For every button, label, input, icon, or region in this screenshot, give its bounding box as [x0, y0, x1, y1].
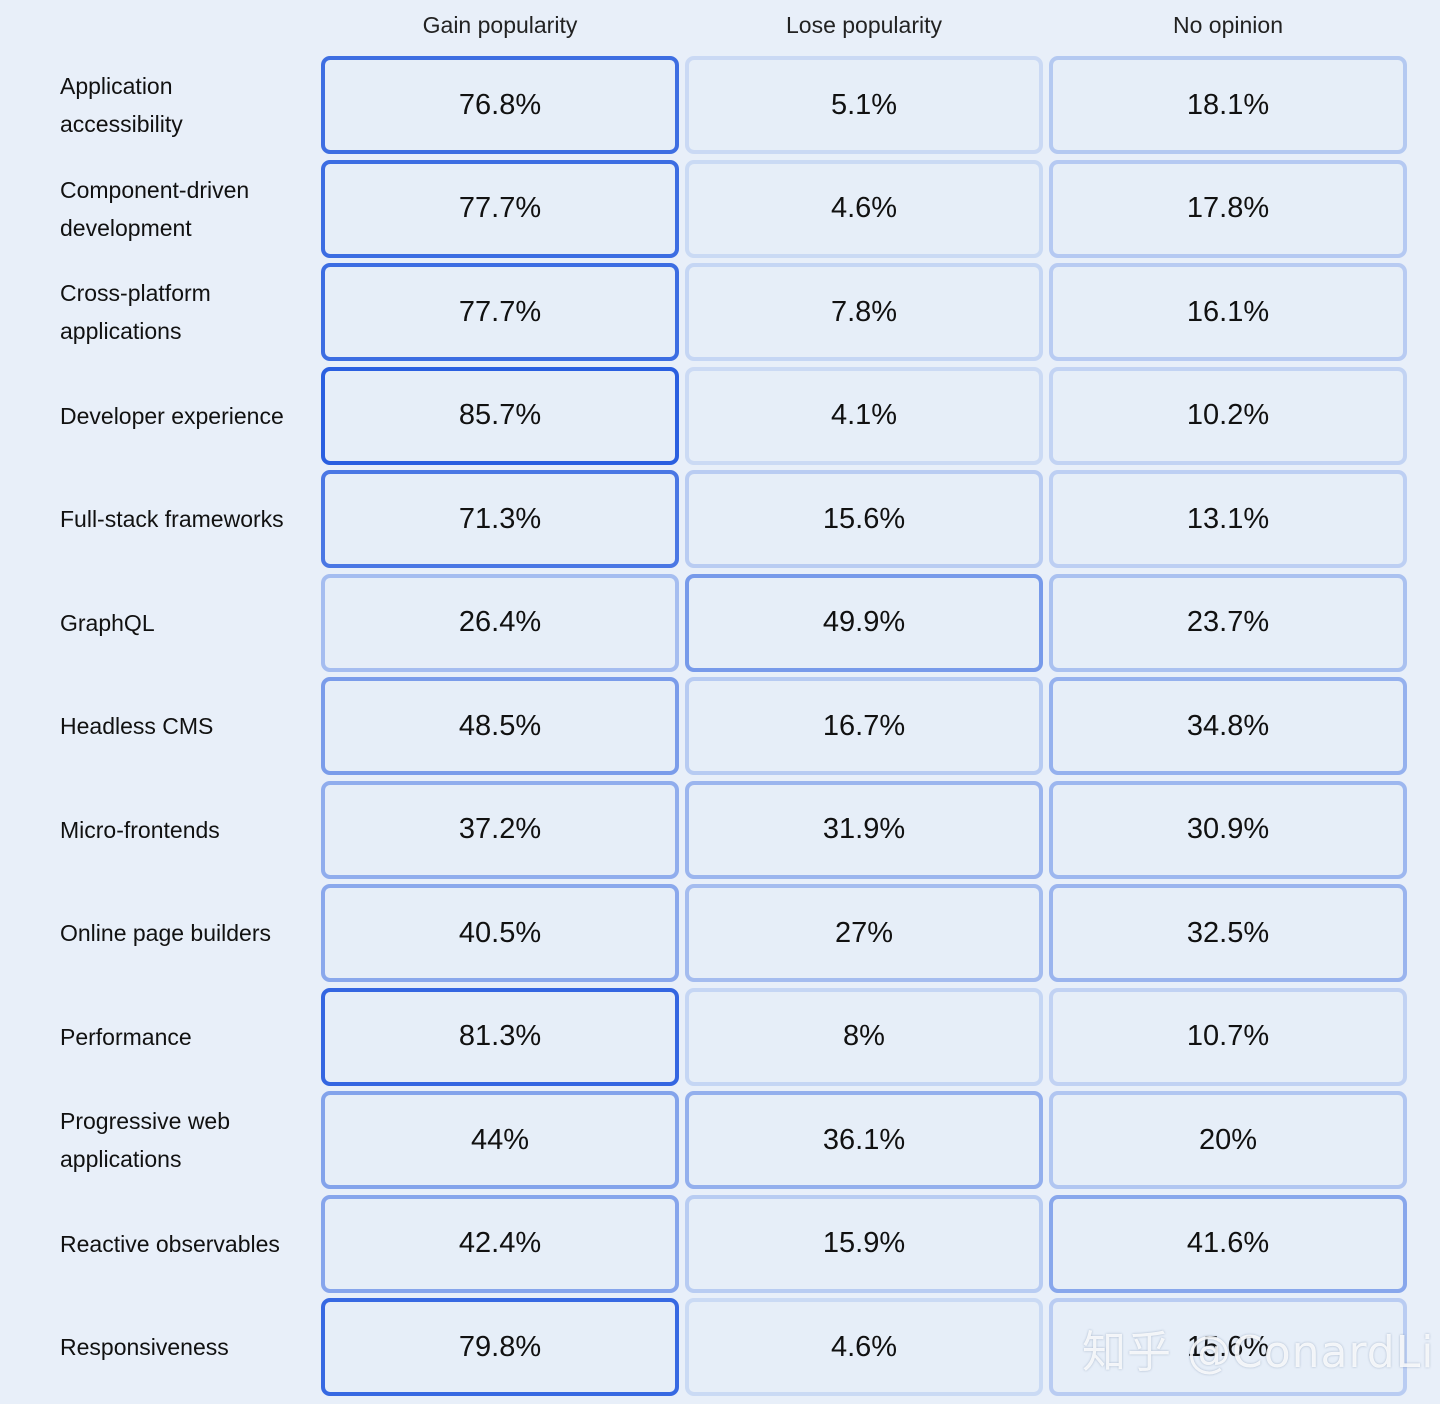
cell-gain: 71.3%: [321, 470, 679, 568]
table-row: Cross-platform applications 77.7% 7.8% 16.1…: [0, 263, 1440, 361]
cell-lose: 4.6%: [685, 159, 1043, 258]
cell-no-opinion: 30.9%: [1049, 780, 1407, 879]
cell-no-opinion: 17.8%: [1049, 159, 1407, 258]
cell-no-opinion: 15.6%: [1049, 1298, 1407, 1396]
row-label: Micro-frontends: [60, 816, 220, 843]
column-header-gain-popularity: Gain popularity: [422, 12, 578, 38]
row-label: Performance: [60, 1023, 192, 1050]
cell-no-opinion: 10.7%: [1049, 987, 1407, 1086]
row-label: Reactive observables: [60, 1230, 280, 1257]
cell-lose: 27%: [685, 884, 1043, 982]
cell-lose: 16.7%: [685, 677, 1043, 775]
cell-no-opinion: 23.7%: [1049, 573, 1407, 672]
table-row: Online page builders 40.5% 27% 32.5%: [0, 884, 1440, 982]
row-label: Online page builders: [60, 920, 271, 946]
table-row: Responsiveness 79.8% 4.6% 15.6%: [0, 1298, 1440, 1396]
table-row: Developer experience 85.7% 4.1% 10.2%: [0, 366, 1440, 465]
row-label: Headless CMS: [60, 713, 214, 739]
row-label: GraphQL: [60, 609, 155, 636]
table-row: GraphQL 26.4% 49.9% 23.7%: [0, 573, 1440, 672]
cell-gain: 85.7%: [321, 366, 679, 465]
cell-gain: 77.7%: [321, 159, 679, 258]
cell-no-opinion: 32.5%: [1049, 884, 1407, 982]
cell-no-opinion: 13.1%: [1049, 470, 1407, 568]
cell-gain: 81.3%: [321, 987, 679, 1086]
row-label: Progressive web applications: [60, 1108, 231, 1172]
cell-gain: 37.2%: [321, 780, 679, 879]
table-row: Performance 81.3% 8% 10.7%: [0, 987, 1440, 1086]
cell-lose: 49.9%: [685, 573, 1043, 672]
cell-lose: 4.1%: [685, 366, 1043, 465]
cell-lose: 4.6%: [685, 1298, 1043, 1396]
column-header-lose-popularity: Lose popularity: [786, 12, 942, 38]
table-row: Headless CMS 48.5% 16.7% 34.8%: [0, 677, 1440, 775]
row-label: Responsiveness: [60, 1334, 229, 1360]
cell-no-opinion: 10.2%: [1049, 366, 1407, 465]
cell-no-opinion: 34.8%: [1049, 677, 1407, 775]
cell-no-opinion: 20%: [1049, 1091, 1407, 1189]
row-label: Full-stack frameworks: [60, 506, 284, 532]
cell-lose: 31.9%: [685, 780, 1043, 879]
cell-gain: 42.4%: [321, 1194, 679, 1293]
cell-no-opinion: 18.1%: [1049, 56, 1407, 154]
table-row: Full-stack frameworks 71.3% 15.6% 13.1%: [0, 470, 1440, 568]
cell-gain: 79.8%: [321, 1298, 679, 1396]
row-label: Cross-platform applications: [60, 280, 211, 344]
cell-lose: 7.8%: [685, 263, 1043, 361]
cell-lose: 5.1%: [685, 56, 1043, 154]
cell-gain: 76.8%: [321, 56, 679, 154]
cell-gain: 26.4%: [321, 573, 679, 672]
row-label: Application accessibility: [60, 73, 183, 137]
cell-no-opinion: 41.6%: [1049, 1194, 1407, 1293]
cell-lose: 8%: [685, 987, 1043, 1086]
cell-gain: 40.5%: [321, 884, 679, 982]
table-row: Application accessibility 76.8% 5.1% 18.1%: [0, 56, 1440, 154]
column-header-no-opinion: No opinion: [1173, 12, 1283, 38]
cell-gain: 44%: [321, 1091, 679, 1189]
row-label: Component-driven development: [60, 176, 250, 241]
row-label: Developer experience: [60, 402, 284, 429]
column-header-row: Gain popularity Lose popularity No opini…: [0, 0, 1440, 54]
table-row: Reactive observables 42.4% 15.9% 41.6%: [0, 1194, 1440, 1293]
cell-lose: 15.6%: [685, 470, 1043, 568]
cell-gain: 77.7%: [321, 263, 679, 361]
table-row: Component-driven development 77.7% 4.6% 17.…: [0, 159, 1440, 258]
cell-lose: 15.9%: [685, 1194, 1043, 1293]
cell-gain: 48.5%: [321, 677, 679, 775]
table-row: Progressive web applications 44% 36.1% 20%: [0, 1091, 1440, 1189]
table-row: Micro-frontends 37.2% 31.9% 30.9%: [0, 780, 1440, 879]
cell-no-opinion: 16.1%: [1049, 263, 1407, 361]
cell-lose: 36.1%: [685, 1091, 1043, 1189]
